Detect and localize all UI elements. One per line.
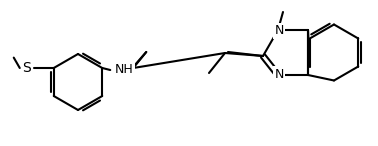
Text: N: N	[274, 25, 284, 38]
Text: NH: NH	[115, 64, 134, 77]
Text: N: N	[274, 67, 284, 80]
Text: S: S	[22, 61, 31, 75]
